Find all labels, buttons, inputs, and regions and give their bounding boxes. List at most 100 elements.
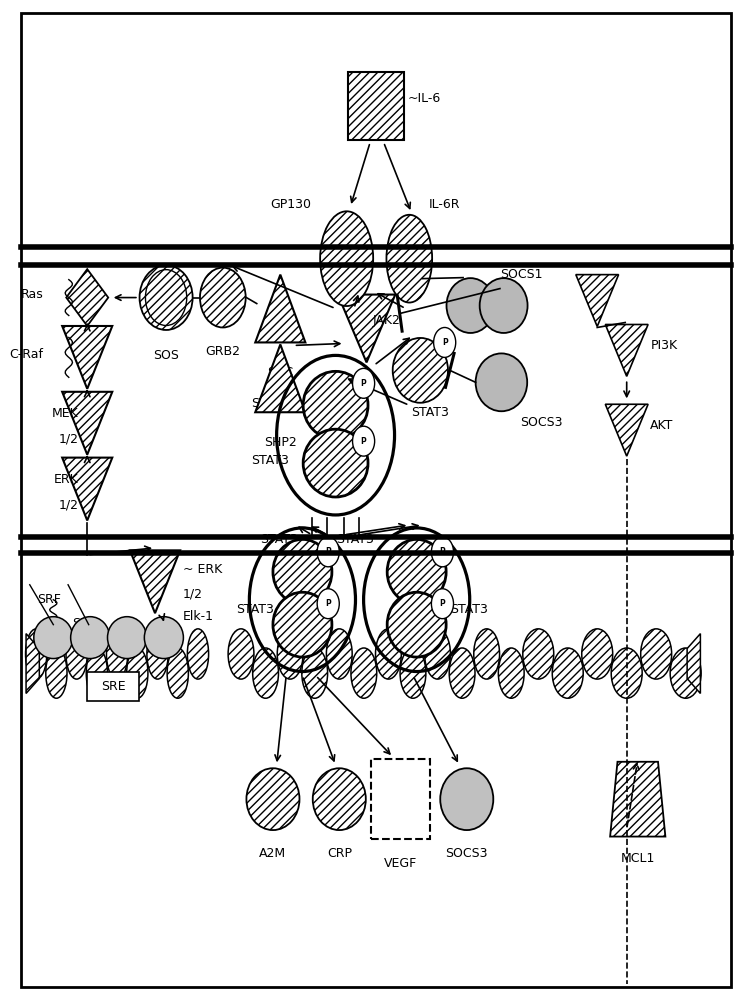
Ellipse shape — [447, 278, 495, 333]
Text: STAT3: STAT3 — [451, 603, 489, 616]
Bar — [87, 672, 139, 701]
Polygon shape — [62, 458, 113, 520]
Polygon shape — [130, 550, 180, 613]
Text: SHP2: SHP2 — [264, 436, 297, 449]
Ellipse shape — [670, 648, 701, 698]
Text: ~IL-6: ~IL-6 — [408, 92, 441, 105]
Text: CRP: CRP — [327, 847, 352, 860]
Ellipse shape — [46, 648, 67, 698]
Text: ERK: ERK — [54, 473, 78, 486]
Ellipse shape — [327, 629, 352, 679]
Polygon shape — [605, 324, 648, 376]
Ellipse shape — [400, 648, 426, 698]
Ellipse shape — [303, 371, 368, 439]
Ellipse shape — [167, 648, 189, 698]
Text: SOS: SOS — [153, 349, 179, 362]
Ellipse shape — [498, 648, 524, 698]
Polygon shape — [62, 392, 113, 455]
Ellipse shape — [200, 268, 245, 327]
Polygon shape — [255, 275, 305, 342]
Ellipse shape — [246, 768, 299, 830]
Ellipse shape — [474, 629, 500, 679]
Ellipse shape — [552, 648, 583, 698]
Text: MEK: MEK — [51, 407, 78, 420]
Text: STAT3: STAT3 — [336, 533, 374, 546]
Circle shape — [433, 327, 456, 357]
Ellipse shape — [641, 629, 671, 679]
Circle shape — [317, 589, 339, 619]
Ellipse shape — [302, 648, 327, 698]
Ellipse shape — [375, 629, 401, 679]
Text: 1/2: 1/2 — [58, 433, 78, 446]
Text: SHC: SHC — [267, 366, 293, 379]
Text: STAT3: STAT3 — [412, 406, 449, 419]
Ellipse shape — [140, 265, 192, 330]
Text: SOCS3: SOCS3 — [520, 416, 562, 429]
Text: SRF: SRF — [37, 593, 61, 606]
Ellipse shape — [34, 617, 73, 659]
Ellipse shape — [147, 629, 168, 679]
Ellipse shape — [424, 629, 451, 679]
Ellipse shape — [278, 629, 303, 679]
Ellipse shape — [87, 648, 107, 698]
Text: IL-6R: IL-6R — [429, 198, 461, 211]
Ellipse shape — [392, 338, 448, 403]
Circle shape — [353, 426, 374, 456]
Text: GRB2: GRB2 — [205, 345, 240, 358]
Ellipse shape — [127, 648, 148, 698]
Text: P: P — [325, 547, 331, 556]
Text: STAT3: STAT3 — [260, 533, 298, 546]
Circle shape — [317, 537, 339, 567]
Bar — [348, 72, 404, 140]
Text: MCL1: MCL1 — [621, 852, 655, 865]
Polygon shape — [66, 269, 108, 326]
Polygon shape — [255, 344, 305, 412]
Ellipse shape — [187, 629, 209, 679]
Text: AKT: AKT — [651, 419, 674, 432]
Text: A2M: A2M — [260, 847, 286, 860]
Text: C-Raf: C-Raf — [9, 348, 43, 361]
Bar — [371, 759, 430, 839]
Ellipse shape — [273, 539, 332, 604]
Text: SOCS1: SOCS1 — [500, 268, 542, 281]
Ellipse shape — [320, 211, 373, 306]
Circle shape — [431, 537, 454, 567]
Text: GP130: GP130 — [271, 198, 312, 211]
Polygon shape — [62, 326, 113, 389]
Circle shape — [353, 368, 374, 398]
Ellipse shape — [71, 617, 110, 659]
Ellipse shape — [582, 629, 612, 679]
Ellipse shape — [107, 617, 146, 659]
Ellipse shape — [25, 629, 47, 679]
Ellipse shape — [523, 629, 554, 679]
Ellipse shape — [387, 592, 446, 657]
Polygon shape — [610, 762, 665, 837]
Text: SRE: SRE — [101, 680, 125, 693]
Ellipse shape — [449, 648, 475, 698]
Polygon shape — [338, 295, 395, 362]
Text: VEGF: VEGF — [384, 857, 417, 870]
Ellipse shape — [387, 539, 446, 604]
Text: P: P — [325, 599, 331, 608]
Text: Elk-1: Elk-1 — [182, 610, 213, 623]
Text: P: P — [361, 379, 366, 388]
Text: P: P — [361, 437, 366, 446]
Text: PI3K: PI3K — [651, 339, 677, 352]
Text: STAT3: STAT3 — [236, 603, 274, 616]
Circle shape — [431, 589, 454, 619]
Text: P: P — [439, 547, 445, 556]
Text: STAT3: STAT3 — [251, 397, 289, 410]
Ellipse shape — [480, 278, 527, 333]
Ellipse shape — [253, 648, 278, 698]
Ellipse shape — [66, 629, 87, 679]
Polygon shape — [26, 634, 40, 693]
Ellipse shape — [107, 629, 128, 679]
Ellipse shape — [144, 617, 184, 659]
Text: Ras: Ras — [20, 288, 43, 301]
Text: SRF: SRF — [72, 617, 96, 630]
Ellipse shape — [313, 768, 366, 830]
Polygon shape — [576, 275, 618, 326]
Polygon shape — [687, 634, 700, 693]
Ellipse shape — [611, 648, 642, 698]
Ellipse shape — [303, 429, 368, 497]
